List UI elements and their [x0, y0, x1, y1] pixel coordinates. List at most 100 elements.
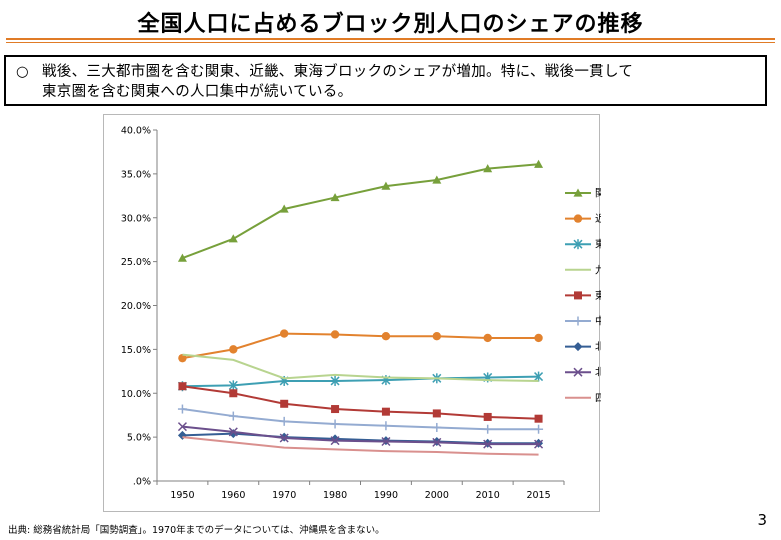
page-number: 3	[757, 511, 767, 529]
data-point-8-3	[279, 433, 289, 443]
legend-label-5: 東北	[595, 289, 601, 302]
summary-text-2: 東京圏を含む関東への人口集中が続いている。	[42, 84, 353, 100]
legend-label-2: 近畿	[595, 212, 601, 225]
data-point-8-4	[330, 436, 340, 446]
data-point-5-3	[280, 399, 289, 408]
data-point-2-1	[178, 353, 187, 363]
data-point-2-3	[279, 329, 289, 338]
data-point-8-8	[534, 439, 544, 449]
data-point-3-4	[330, 375, 340, 386]
legend-marker-2	[573, 214, 583, 223]
y-tick-label: 30.0%	[121, 213, 151, 224]
x-tick-label: 2010	[476, 490, 500, 501]
x-tick-label: 1950	[170, 490, 194, 501]
x-tick-label: 1980	[323, 490, 347, 501]
data-point-8-7	[483, 439, 493, 449]
data-point-1-3	[279, 204, 289, 213]
y-tick-label: 20.0%	[121, 301, 151, 312]
series-line-4	[182, 353, 539, 382]
series-line-8	[182, 425, 539, 446]
data-point-5-7	[483, 412, 492, 421]
data-point-6-6	[432, 422, 442, 432]
data-point-1-7	[483, 164, 493, 173]
data-point-6-1	[177, 404, 187, 414]
data-point-2-6	[432, 332, 442, 341]
legend-label-4: 九州	[595, 264, 601, 276]
data-point-7-4	[330, 434, 340, 444]
y-tick-label: .0%	[133, 477, 151, 488]
data-point-2-8	[534, 333, 543, 343]
data-point-1-4	[330, 193, 340, 202]
data-point-5-8	[534, 414, 543, 423]
x-tick-label: 1970	[272, 490, 296, 501]
data-point-3-2	[228, 380, 238, 391]
source-note: 出典: 総務省統計局「国勢調査」。1970年までのデータについては、沖縄県を含ま…	[8, 525, 385, 536]
legend-label-8: 北陸	[595, 366, 601, 379]
data-point-8-6	[432, 437, 442, 447]
chart-frame: .0% 5.0% 10.0% 15.0% 20.0% 25.0% 30.0% 35.0% 40.…	[103, 114, 601, 512]
summary-line-1: ○ 戦後、三大都市圏を含む関東、近畿、東海ブロックのシェアが増加。特に、戦後一貫し…	[16, 62, 757, 82]
series-line-1	[182, 163, 539, 260]
data-point-5-5	[381, 407, 390, 416]
data-point-8-1	[177, 422, 187, 432]
legend-marker-7	[573, 342, 583, 352]
data-point-5-1	[178, 382, 187, 391]
data-point-8-2	[228, 427, 238, 437]
x-tick-label: 1960	[221, 490, 245, 501]
summary-line-2: 東京圏を含む関東への人口集中が続いている。	[16, 82, 757, 102]
y-tick-label: 25.0%	[121, 257, 151, 268]
data-point-3-8	[534, 371, 544, 382]
data-point-1-5	[381, 181, 391, 190]
data-point-1-8	[534, 159, 544, 168]
data-point-8-5	[381, 436, 391, 447]
page-title: 全国人口に占めるブロック別人口のシェアの推移	[137, 12, 644, 37]
y-tick-label: 10.0%	[121, 389, 151, 400]
series-line-2	[182, 332, 539, 360]
data-point-2-7	[483, 333, 492, 343]
title-underline	[6, 38, 775, 40]
data-point-2-5	[381, 332, 391, 341]
data-point-6-3	[279, 416, 289, 426]
data-point-6-2	[228, 411, 238, 421]
series-line-6	[182, 408, 539, 431]
legend-label-9: 四国	[595, 392, 601, 404]
series-line-9	[182, 436, 539, 456]
data-point-7-2	[228, 429, 238, 439]
data-point-6-7	[483, 424, 493, 434]
summary-box: ○ 戦後、三大都市圏を含む関東、近畿、東海ブロックのシェアが増加。特に、戦後一貫し…	[4, 55, 767, 106]
y-tick-label: 35.0%	[121, 169, 151, 180]
title-underline-thin	[6, 42, 775, 43]
x-tick-label: 1990	[374, 490, 398, 501]
data-point-1-6	[432, 175, 442, 184]
series-line-5	[182, 385, 539, 420]
legend-marker-3	[573, 239, 583, 250]
legend-marker-5	[574, 291, 582, 300]
y-tick-label: 40.0%	[121, 126, 151, 137]
y-tick-label: 15.0%	[121, 345, 151, 356]
x-tick-label: 2015	[526, 490, 550, 501]
legend-marker-8	[573, 367, 583, 377]
legend-label-7: 北海道	[595, 340, 601, 353]
data-point-6-5	[381, 421, 391, 431]
data-point-6-4	[330, 419, 340, 429]
data-point-2-2	[229, 345, 238, 354]
line-chart: .0% 5.0% 10.0% 15.0% 20.0% 25.0% 30.0% 35.0% 40.…	[121, 126, 601, 502]
bullet-icon: ○	[16, 64, 29, 80]
data-point-1-2	[228, 234, 238, 243]
series-line-3	[182, 375, 539, 388]
data-point-7-1	[177, 430, 187, 440]
data-point-2-4	[330, 330, 340, 339]
legend-label-6: 中国	[595, 315, 601, 328]
legend-marker-6	[573, 316, 583, 326]
data-point-5-4	[331, 405, 340, 414]
data-point-1-1	[177, 253, 187, 262]
data-point-5-6	[432, 409, 441, 418]
summary-text-1: 戦後、三大都市圏を含む関東、近畿、東海ブロックのシェアが増加。特に、戦後一貫して	[42, 64, 634, 80]
legend-marker-1	[573, 188, 583, 197]
data-point-6-8	[534, 424, 544, 434]
data-point-5-2	[229, 389, 238, 398]
legend-label-3: 東海	[595, 238, 601, 251]
legend-label-1: 関東	[595, 187, 601, 200]
x-tick-label: 2000	[425, 490, 449, 501]
y-tick-label: 5.0%	[127, 433, 151, 444]
